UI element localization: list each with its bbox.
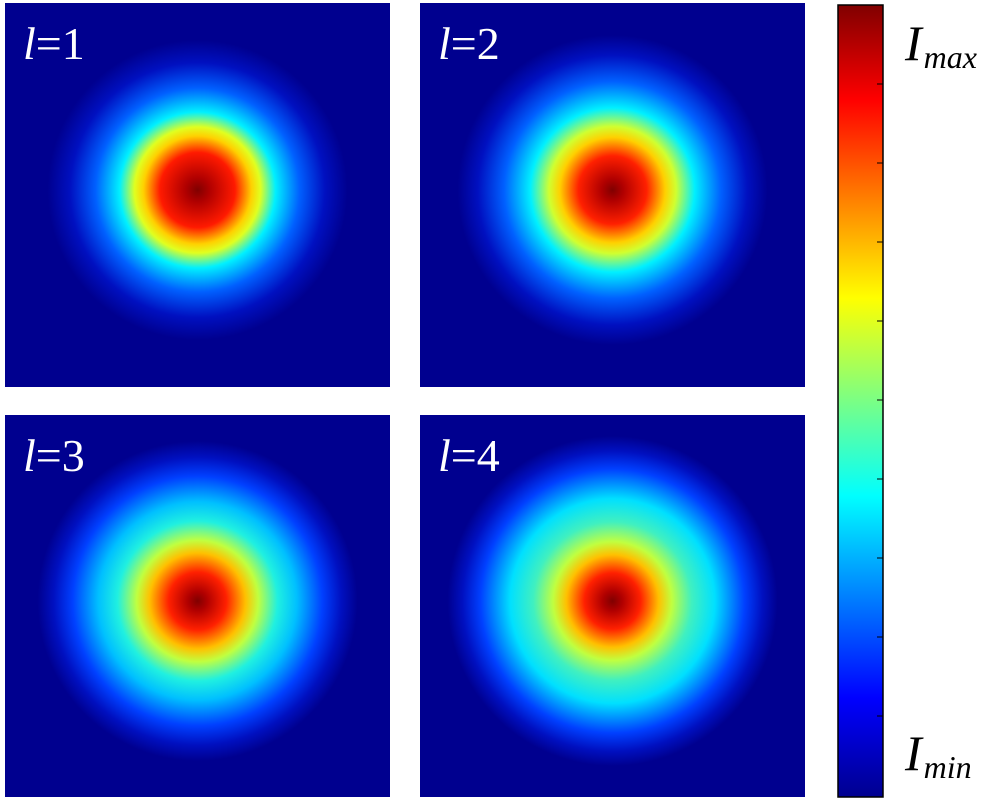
colorbar: Imax Imin bbox=[837, 4, 977, 798]
intensity-map bbox=[5, 415, 390, 797]
panel-value: =3 bbox=[36, 430, 85, 481]
panel-value: =2 bbox=[451, 18, 500, 69]
panel-variable: l bbox=[438, 18, 451, 69]
panel: l=2 bbox=[420, 3, 805, 387]
panel: l=3 bbox=[5, 415, 390, 797]
panel-label: l=3 bbox=[23, 430, 85, 481]
panel: l=4 bbox=[420, 415, 805, 797]
colorbar-ticks bbox=[877, 83, 883, 717]
panel-label: l=2 bbox=[438, 18, 500, 69]
panel-value: =4 bbox=[451, 430, 500, 481]
colorbar-max-label: Imax bbox=[904, 15, 977, 75]
symbol: I bbox=[904, 15, 924, 71]
panel-label: l=4 bbox=[438, 430, 500, 481]
intensity-map bbox=[420, 3, 805, 387]
symbol: I bbox=[904, 725, 924, 781]
colorbar-gradient bbox=[837, 4, 884, 798]
panels: l=1 l=2l=3 l=4 bbox=[5, 3, 805, 797]
panel-variable: l bbox=[23, 430, 36, 481]
subscript: min bbox=[924, 749, 972, 785]
panel-variable: l bbox=[23, 18, 36, 69]
panel-label: l=1 bbox=[23, 18, 85, 69]
colorbar-min-label: Imin bbox=[904, 725, 972, 785]
intensity-map bbox=[5, 3, 390, 387]
intensity-map bbox=[420, 415, 805, 797]
panel-value: =1 bbox=[36, 18, 85, 69]
subscript: max bbox=[924, 39, 977, 75]
panel: l=1 bbox=[5, 3, 390, 387]
panel-variable: l bbox=[438, 430, 451, 481]
